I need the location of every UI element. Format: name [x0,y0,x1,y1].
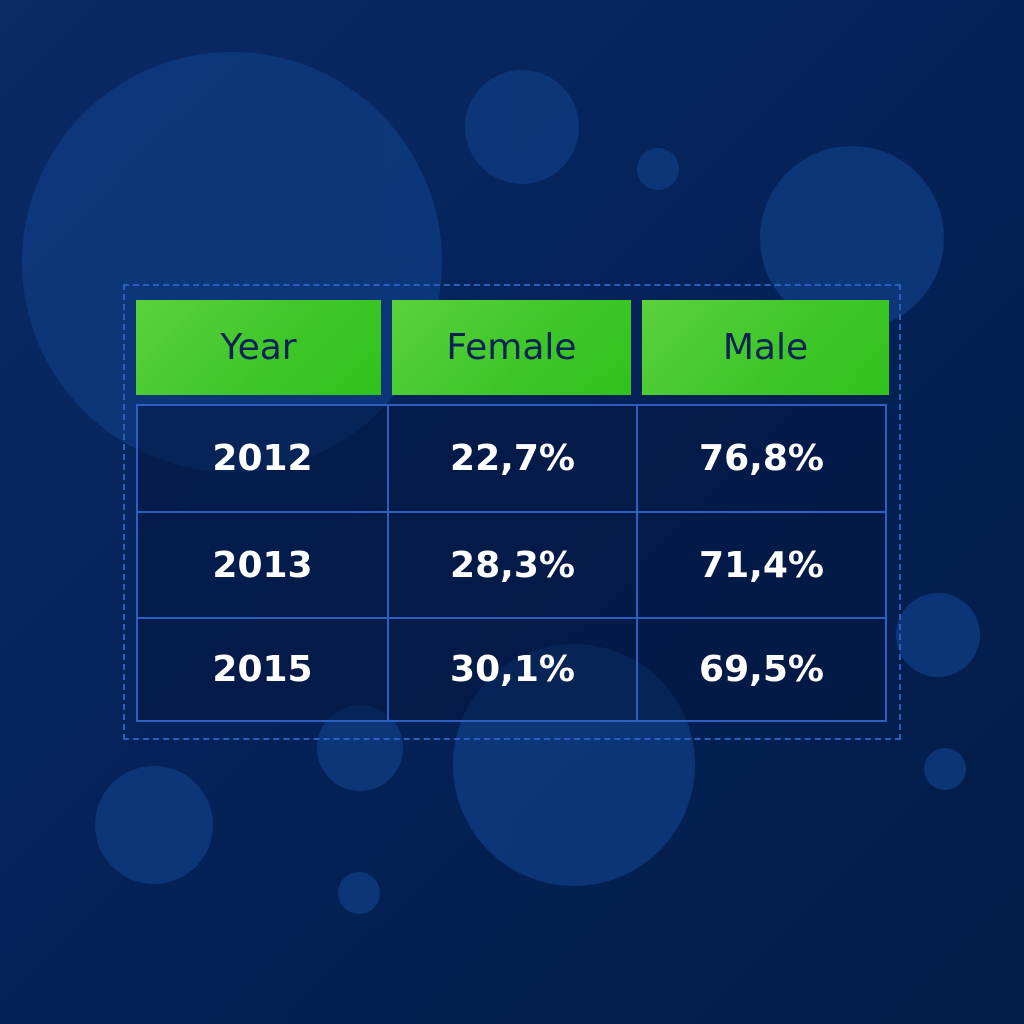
bubble [317,705,403,791]
table-cell-female: 22,7% [450,438,575,479]
table-cell-male: 71,4% [699,544,824,586]
table-cell-male: 69,5% [699,649,824,690]
table-cell-female: 30,1% [450,649,575,690]
table-cell-male: 76,8% [699,438,824,479]
grid-divider [138,617,885,619]
table-body: 2012 22,7% 76,8% 2013 28,3% 71,4% 2015 3… [136,404,887,722]
table-cell-female: 28,3% [450,544,575,586]
header-cell-female: Female [392,300,631,395]
header-cell-year: Year [136,300,381,395]
table-cell-year: 2015 [212,649,313,690]
bubble [95,766,213,884]
bubble [924,748,966,790]
table-frame [123,284,901,740]
grid-divider [636,406,638,720]
grid-divider [387,406,389,720]
table-cell-year: 2012 [212,438,313,479]
header-cell-male: Male [642,300,889,395]
bubble [338,872,380,914]
grid-divider [138,511,885,513]
bubble [896,593,980,677]
table-header-row: Year Female Male [136,300,889,395]
bubble [637,148,679,190]
bubble [465,70,579,184]
table-cell-year: 2013 [212,544,313,586]
